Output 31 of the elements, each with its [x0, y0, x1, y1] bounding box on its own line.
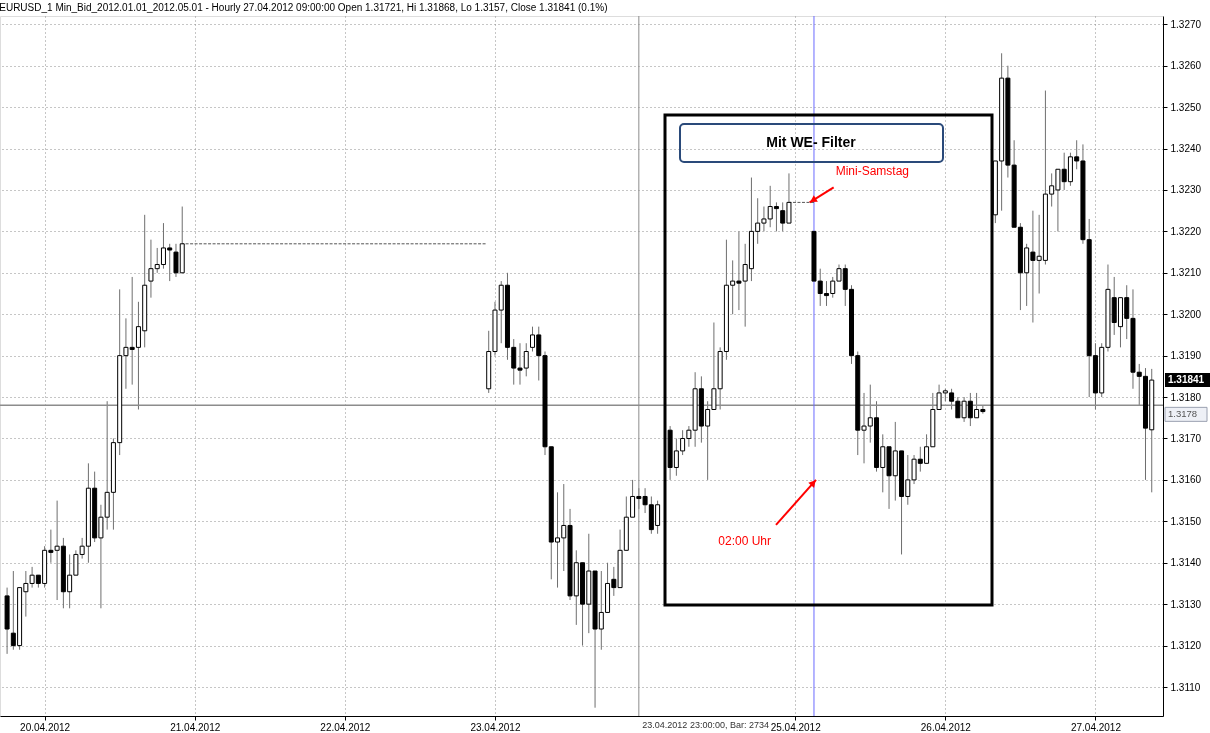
y-tick-label: 1.3240: [1170, 143, 1202, 155]
y-tick-label: 1.3140: [1170, 557, 1202, 569]
y-tick-label: 1.3180: [1170, 391, 1202, 403]
ref-line-label: 23.04.2012 23:00:00, Bar: 2734: [642, 720, 769, 730]
y-tick-label: 1.3230: [1170, 184, 1202, 196]
x-tick-label: 21.04.2012: [170, 721, 221, 733]
annotation: 02:00 Uhr: [718, 533, 771, 548]
y-tick-label: 1.3150: [1170, 515, 1202, 527]
x-tick-label: 26.04.2012: [920, 721, 972, 733]
ref-line-label: 1.3178: [1168, 408, 1198, 420]
annotation: Mini-Samstag: [835, 164, 910, 179]
y-tick-label: 1.3120: [1170, 640, 1202, 652]
y-tick-label: 1.3200: [1170, 308, 1202, 320]
y-tick-label: 1.3110: [1170, 681, 1201, 693]
x-tick-label: 22.04.2012: [320, 721, 371, 733]
y-tick-label: 1.3250: [1170, 101, 1202, 113]
chart-title: EURUSD_1 Min_Bid_2012.01.01_2012.05.01 - Hourly 27.04.2012 09:00:00 Open 1.31721, Hi 1.31868, Lo 1.3157, Close 1.31841 (0.1%): [0, 1, 608, 13]
y-tick-label: 1.3170: [1170, 432, 1202, 444]
y-tick-label: 1.3210: [1170, 267, 1202, 279]
annotation: 1.31841: [1168, 374, 1205, 386]
y-tick-label: 1.3130: [1170, 598, 1202, 610]
y-tick-label: 1.3270: [1170, 18, 1202, 30]
x-tick-label: 25.04.2012: [770, 721, 822, 733]
y-tick-label: 1.3190: [1170, 350, 1202, 362]
y-tick-label: 1.3160: [1170, 474, 1202, 486]
annotation: Mit WE- Filter: [766, 134, 857, 150]
y-tick-label: 1.3260: [1170, 60, 1202, 72]
x-tick-label: 20.04.2012: [20, 721, 71, 733]
x-tick-label: 23.04.2012: [470, 721, 521, 733]
x-tick-label: 27.04.2012: [1070, 721, 1122, 733]
y-tick-label: 1.3220: [1170, 225, 1202, 237]
